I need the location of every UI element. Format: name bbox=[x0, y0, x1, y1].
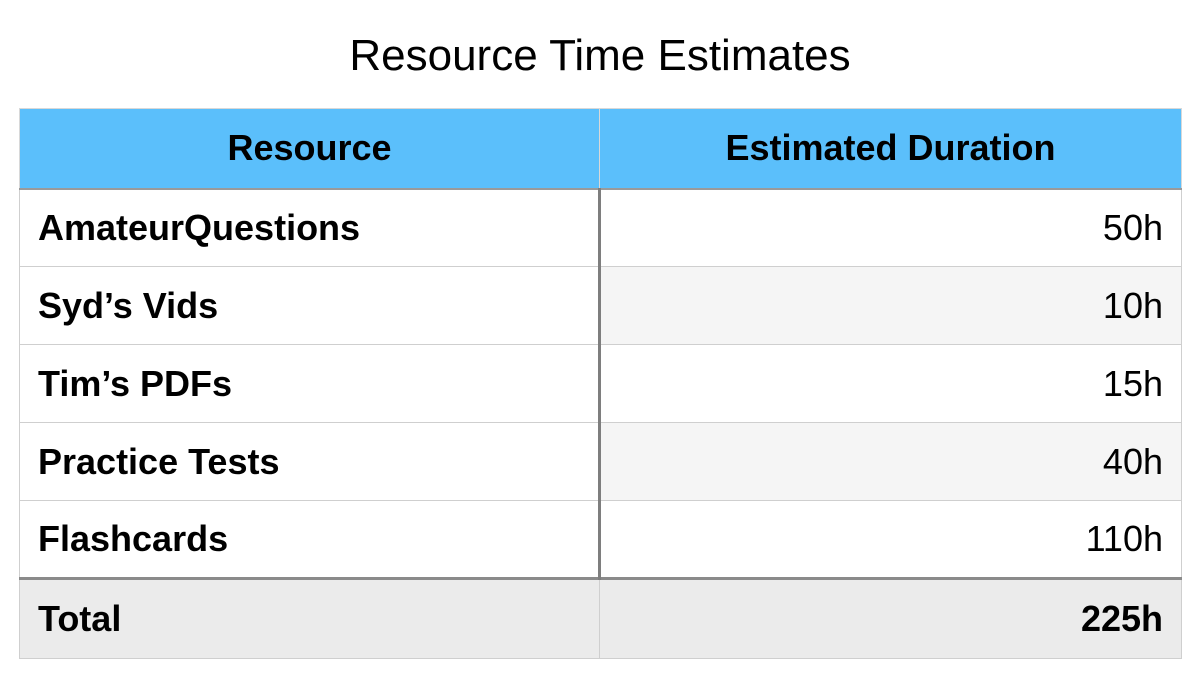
resource-time-table: Resource Estimated Duration AmateurQuest… bbox=[19, 108, 1182, 659]
duration-cell: 15h bbox=[599, 344, 1182, 423]
resource-cell: Practice Tests bbox=[19, 422, 601, 501]
table-row: Syd’s Vids 10h bbox=[19, 266, 1182, 345]
table-footer-row: Total 225h bbox=[19, 577, 1182, 659]
resource-cell: Syd’s Vids bbox=[19, 266, 601, 345]
column-header-resource: Resource bbox=[19, 108, 600, 190]
duration-cell: 40h bbox=[599, 422, 1182, 501]
resource-cell: Tim’s PDFs bbox=[19, 344, 601, 423]
duration-cell: 10h bbox=[599, 266, 1182, 345]
table-row: Flashcards 110h bbox=[19, 500, 1182, 579]
duration-cell: 50h bbox=[599, 188, 1182, 267]
table-row: AmateurQuestions 50h bbox=[19, 188, 1182, 267]
total-label: Total bbox=[19, 577, 600, 659]
table-row: Practice Tests 40h bbox=[19, 422, 1182, 501]
table-row: Tim’s PDFs 15h bbox=[19, 344, 1182, 423]
resource-cell: AmateurQuestions bbox=[19, 188, 601, 267]
duration-cell: 110h bbox=[599, 500, 1182, 579]
column-header-estimated-duration: Estimated Duration bbox=[599, 108, 1182, 190]
table-title: Resource Time Estimates bbox=[349, 31, 851, 80]
total-value: 225h bbox=[599, 577, 1182, 659]
table-header-row: Resource Estimated Duration bbox=[19, 108, 1182, 190]
resource-cell: Flashcards bbox=[19, 500, 601, 579]
